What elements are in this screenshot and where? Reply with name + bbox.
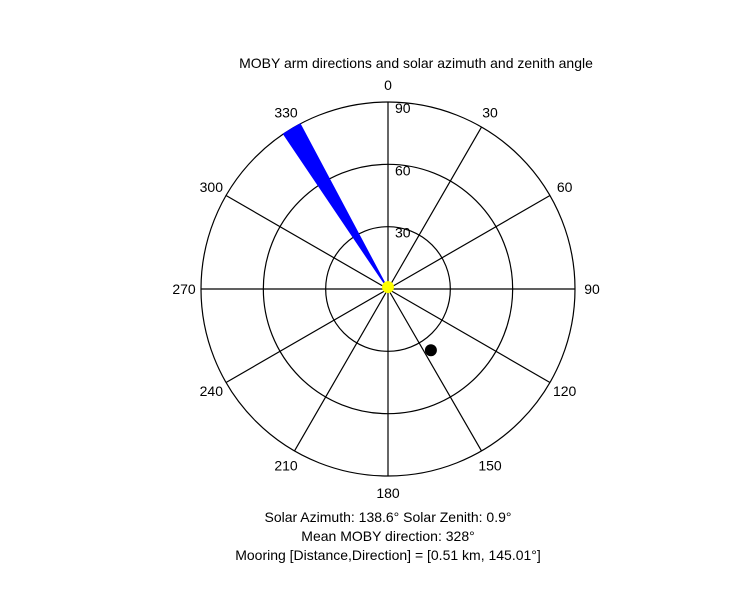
angle-tick-label: 120: [553, 383, 577, 399]
moby-direction-wedge: [282, 123, 389, 290]
chart-caption: Solar Azimuth: 138.6° Solar Zenith: 0.9°…: [0, 508, 750, 565]
chart-marks: [282, 123, 437, 357]
angle-tick-label: 300: [200, 179, 224, 195]
angle-tick-label: 210: [274, 458, 298, 474]
angle-tick-label: 60: [557, 179, 573, 195]
angle-tick-label: 240: [200, 383, 224, 399]
grid-spoke-210: [293, 288, 389, 452]
caption-mooring-line: Mooring [Distance,Direction] = [0.51 km,…: [235, 547, 541, 563]
mooring-point: [424, 344, 437, 357]
radial-tick-label: 60: [395, 162, 411, 178]
grid-spoke-300: [225, 194, 389, 290]
angle-tick-label: 90: [584, 281, 600, 297]
radial-tick-label: 90: [395, 100, 411, 116]
caption-moby-direction-line: Mean MOBY direction: 328°: [301, 528, 475, 544]
grid-spoke-120: [387, 288, 551, 384]
angle-tick-label: 30: [482, 104, 498, 120]
angle-tick-label: 270: [172, 281, 196, 297]
caption-solar-line: Solar Azimuth: 138.6° Solar Zenith: 0.9°: [264, 509, 512, 525]
grid-spoke-150: [387, 288, 483, 452]
angle-tick-label: 150: [478, 458, 502, 474]
angle-tick-label: 180: [376, 485, 400, 501]
grid-spoke-60: [387, 194, 551, 290]
grid-spoke-240: [225, 288, 389, 384]
tick-labels: 0 30 60 90 120 150 180 210 240 270 300 330 30 60 90: [172, 77, 600, 501]
grid-spoke-30: [387, 126, 483, 290]
sun-marker: [382, 281, 394, 294]
angle-tick-label: 330: [274, 104, 298, 120]
radial-tick-label: 30: [395, 225, 411, 241]
chart-title: MOBY arm directions and solar azimuth an…: [239, 55, 593, 71]
angle-tick-label: 0: [384, 77, 392, 93]
